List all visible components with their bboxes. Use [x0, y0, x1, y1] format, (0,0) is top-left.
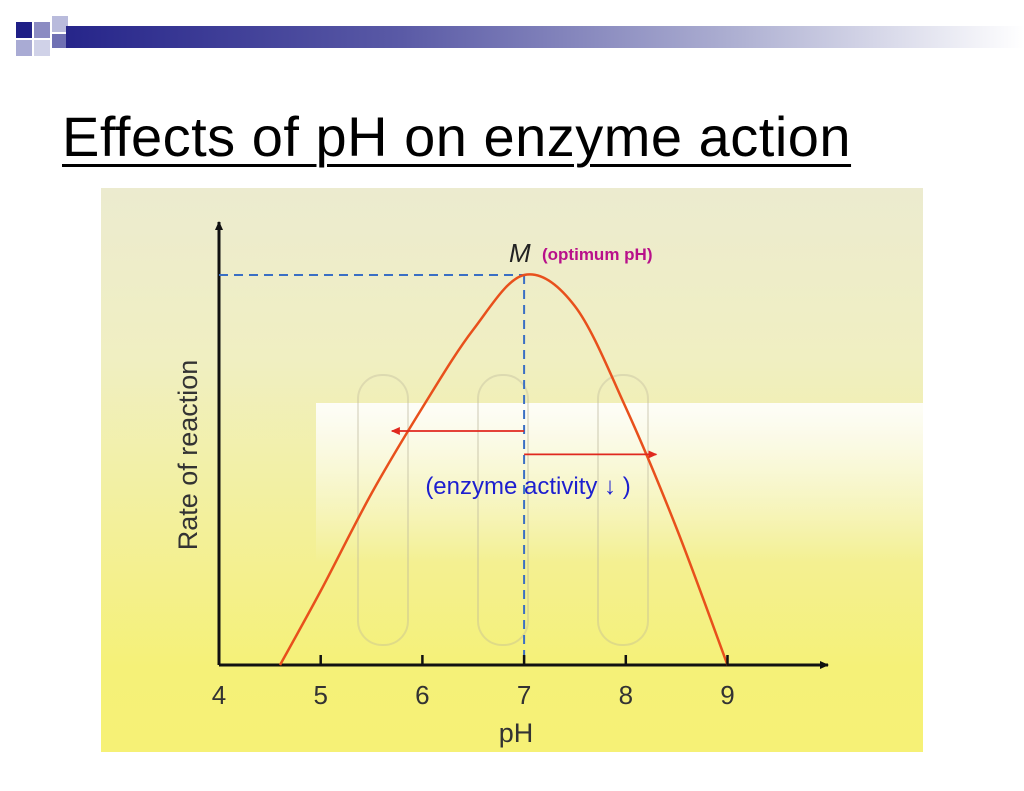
background-test-tubes [357, 374, 649, 646]
peak-label: M [509, 238, 531, 268]
deco-square [16, 40, 32, 56]
x-ticks: 4 5 6 7 8 9 [212, 655, 735, 710]
deco-square [34, 22, 50, 38]
header-gradient-bar [66, 26, 1024, 48]
x-tick-label: 4 [212, 680, 226, 710]
x-axis-label: pH [499, 718, 534, 748]
y-axis-label: Rate of reaction [173, 360, 203, 551]
optimum-label: (optimum pH) [542, 245, 652, 264]
x-tick-label: 9 [720, 680, 734, 710]
deco-square [34, 40, 50, 56]
deco-square [52, 16, 68, 32]
photo-highlight [316, 403, 936, 563]
chart-guides [219, 274, 526, 665]
enzyme-activity-label: (enzyme activity ↓ ) [425, 473, 630, 500]
slide-title: Effects of pH on enzyme action [62, 105, 852, 168]
deco-square [52, 34, 66, 48]
chart-curve-layer [278, 273, 729, 666]
deco-square [16, 22, 32, 38]
chart-arrows [390, 427, 658, 459]
x-tick-label: 8 [619, 680, 633, 710]
x-tick-label: 6 [415, 680, 429, 710]
x-tick-label: 7 [517, 680, 531, 710]
rate-curve [278, 273, 729, 666]
x-tick-label: 5 [313, 680, 327, 710]
